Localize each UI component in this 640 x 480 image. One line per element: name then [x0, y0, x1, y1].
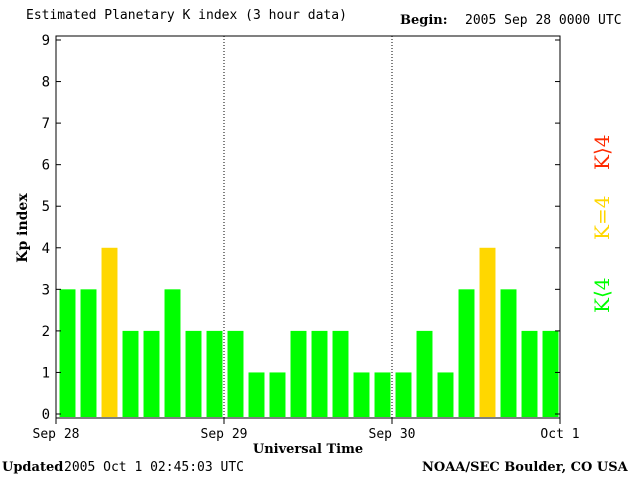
- y-tick-label: 5: [42, 199, 50, 215]
- x-tick-label: Sep 30: [369, 427, 416, 442]
- kp-bar: [101, 247, 118, 417]
- kp-bar: [374, 372, 391, 417]
- kp-bar: [59, 289, 76, 417]
- kp-bar: [290, 330, 307, 417]
- kp-bar: [353, 372, 370, 417]
- kp-bar: [416, 330, 433, 417]
- kp-bar: [332, 330, 349, 417]
- kp-bar: [269, 372, 286, 417]
- x-axis-label: Universal Time: [253, 442, 363, 457]
- y-tick-label: 0: [42, 407, 50, 423]
- kp-bar: [206, 330, 223, 417]
- y-axis-label: Kp index: [15, 193, 31, 263]
- chart-title: Estimated Planetary K index (3 hour data…: [26, 8, 347, 23]
- y-tick-label: 8: [42, 75, 50, 91]
- kp-bar: [311, 330, 328, 417]
- y-tick-label: 1: [42, 365, 50, 381]
- kp-bar: [437, 372, 454, 417]
- kp-bar: [185, 330, 202, 417]
- y-tick-label: 3: [42, 282, 50, 298]
- y-tick-label: 9: [42, 33, 50, 49]
- y-tick-label: 6: [42, 158, 50, 174]
- legend-low: K⟨4: [590, 277, 614, 313]
- y-axis: 0 1 2 3 4 5 6 7 8 9: [42, 33, 560, 423]
- x-axis: Sep 28 Sep 29 Sep 30 Oct 1: [33, 418, 580, 442]
- y-tick-label: 4: [42, 241, 50, 257]
- y-tick-label: 7: [42, 116, 50, 132]
- kp-bar: [395, 372, 412, 417]
- x-tick-label: Sep 29: [201, 427, 248, 442]
- kp-bar: [80, 289, 97, 417]
- kp-bar: [458, 289, 475, 417]
- kp-bar: [143, 330, 160, 417]
- kp-bar: [521, 330, 538, 417]
- x-tick-label: Oct 1: [540, 427, 579, 442]
- updated-label: Updated: [2, 460, 64, 475]
- kp-bar: [227, 330, 244, 417]
- plot-frame: [55, 35, 561, 419]
- legend-mid: K=4: [590, 195, 614, 240]
- kp-bar: [248, 372, 265, 417]
- kp-bars: [59, 247, 559, 417]
- begin-value: 2005 Sep 28 0000 UTC: [465, 13, 622, 28]
- updated-value: 2005 Oct 1 02:45:03 UTC: [64, 460, 245, 475]
- legend-high: K⟩4: [590, 134, 614, 170]
- credit: NOAA/SEC Boulder, CO USA: [422, 460, 628, 475]
- y-tick-label: 2: [42, 324, 50, 340]
- begin-label: Begin:: [400, 13, 448, 28]
- kp-bar: [479, 247, 496, 417]
- kp-bar: [122, 330, 139, 417]
- kp-bar: [500, 289, 517, 417]
- kp-bar: [542, 330, 559, 417]
- kp-bar: [164, 289, 181, 417]
- x-tick-label: Sep 28: [33, 427, 80, 442]
- day-gridlines: [223, 36, 393, 418]
